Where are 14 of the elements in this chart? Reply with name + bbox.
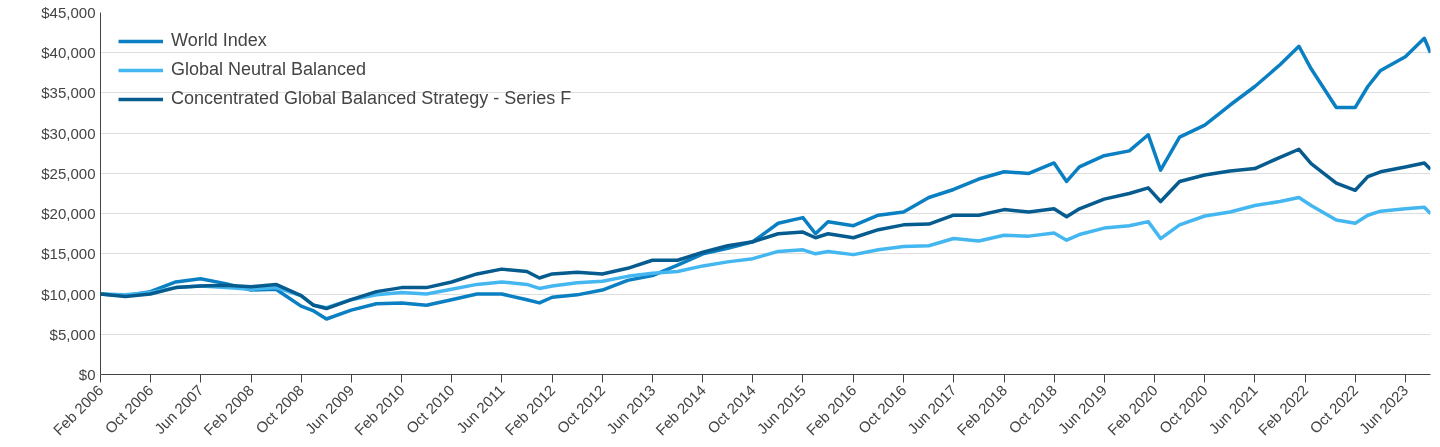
y-tick-label: $40,000 [41,44,96,62]
y-tick-label: $0 [78,366,96,383]
y-tick-label: $35,000 [41,84,96,102]
legend-label: Global Neutral Balanced [171,59,367,80]
y-tick-label: $20,000 [41,205,96,223]
line-series [100,147,1431,311]
legend-label: Concentrated Global Balanced Strategy - Series F [171,88,572,109]
y-tick-label: $45,000 [41,4,96,21]
y-tick-label: $15,000 [41,245,96,263]
y-tick-label: $25,000 [41,164,96,182]
y-tick-label: $5,000 [49,325,96,343]
y-tick-label: $30,000 [41,124,96,142]
legend-label: World Index [171,30,267,51]
y-tick-label: $10,000 [41,285,96,303]
